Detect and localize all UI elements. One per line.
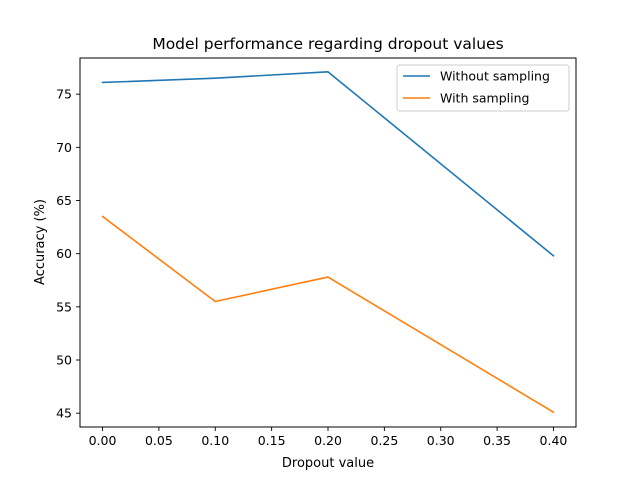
chart-title: Model performance regarding dropout valu… xyxy=(152,35,503,53)
y-tick-label: 50 xyxy=(56,353,72,368)
x-tick-label: 0.05 xyxy=(145,433,173,448)
x-tick-label: 0.15 xyxy=(258,433,286,448)
y-tick-label: 70 xyxy=(56,140,72,155)
y-tick-label: 65 xyxy=(56,193,72,208)
y-axis: 45 50 55 60 65 70 75 xyxy=(56,87,80,421)
x-tick-label: 0.35 xyxy=(483,433,511,448)
x-tick-label: 0.30 xyxy=(427,433,455,448)
x-tick-label: 0.00 xyxy=(89,433,117,448)
plot-lines xyxy=(101,71,555,414)
x-tick-label: 0.10 xyxy=(201,433,229,448)
y-axis-label: Accuracy (%) xyxy=(33,199,48,285)
series-line-1 xyxy=(101,71,555,257)
x-tick-label: 0.40 xyxy=(540,433,568,448)
legend-label-1: Without sampling xyxy=(440,69,550,84)
x-axis: 0.00 0.05 0.10 0.15 0.20 0.25 0.30 0.35 0.40 xyxy=(89,427,568,448)
plot-frame xyxy=(79,57,577,428)
legend-box xyxy=(396,64,570,112)
y-tick-label: 75 xyxy=(56,87,72,102)
legend: Without sampling With sampling xyxy=(396,64,570,112)
x-tick-label: 0.25 xyxy=(370,433,398,448)
series-line-2 xyxy=(101,215,555,414)
y-tick-label: 55 xyxy=(56,299,72,314)
x-tick-label: 0.20 xyxy=(314,433,342,448)
y-tick-label: 60 xyxy=(56,246,72,261)
legend-label-2: With sampling xyxy=(440,91,529,106)
x-axis-label: Dropout value xyxy=(282,456,374,471)
y-tick-label: 45 xyxy=(56,406,72,421)
